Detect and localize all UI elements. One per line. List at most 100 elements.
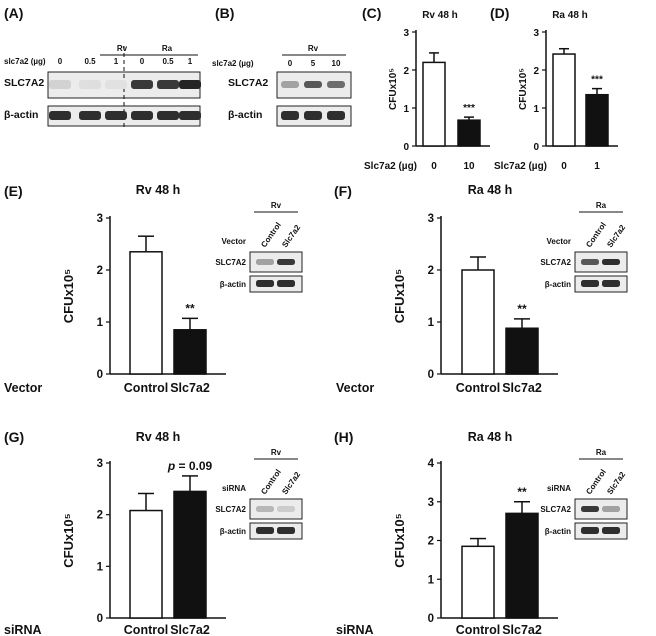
panel-b-slc-band	[327, 81, 345, 88]
e-blot-row-actin: β-actin	[220, 280, 246, 289]
f-blot-actin-band	[602, 280, 620, 287]
f-blot-slc-membrane	[574, 251, 628, 273]
f-y-tick-label: 1	[428, 317, 435, 329]
f-bar-control	[461, 269, 495, 375]
e-bar-control	[129, 251, 163, 375]
f-blot-actin-band	[581, 280, 599, 287]
c-category-label: 0	[431, 161, 437, 172]
e-blot-slc-membrane	[249, 251, 303, 273]
panel-h-chart: (H) Ra 48 h 0 1 2 3 4 CFUx10⁵ Control ** Slc7a2 siR…	[334, 429, 558, 636]
e-y-tick-label: 1	[97, 317, 104, 329]
g-bar-control	[129, 509, 163, 619]
g-blot-row-label: siRNA	[222, 484, 246, 493]
panel-a-dose-1: 0	[58, 57, 63, 66]
e-y-axis-label: CFUx10⁵	[61, 269, 76, 324]
h-blot-row-actin: β-actin	[545, 527, 571, 536]
h-y-axis-label: CFUx10⁵	[392, 513, 407, 568]
panel-a-slc-band	[179, 80, 201, 89]
d-bar-1	[585, 93, 609, 147]
d-y-tick-label: 3	[533, 28, 539, 39]
panel-a-actin-band	[79, 111, 101, 120]
h-y-tick-label: 2	[428, 536, 434, 548]
panel-a-row-actin: β-actin	[4, 109, 38, 121]
h-blot-slc-band	[602, 506, 620, 512]
e-blot-actin-band	[256, 280, 274, 287]
h-blot-row-slc7a2: SLC7A2	[540, 505, 571, 514]
e-blot-col-label: Slc7a2	[280, 223, 302, 249]
e-category-label: Slc7a2	[170, 381, 210, 395]
panel-b-slc-band	[304, 81, 322, 88]
e-significance-label: **	[185, 301, 195, 315]
h-blot-group: Ra	[596, 448, 607, 457]
c-panel-label: (C)	[362, 5, 381, 21]
h-blot-col-label: Slc7a2	[605, 470, 627, 496]
panel-b-actin-band	[281, 111, 299, 120]
h-blot-slc-membrane	[574, 498, 628, 520]
panel-a-dose-3: 1	[114, 57, 119, 66]
panel-b-dose-3: 10	[332, 59, 341, 68]
f-y-tick-label: 3	[428, 213, 434, 225]
g-y-tick-label: 1	[97, 561, 104, 573]
panel-b-bands	[281, 81, 345, 120]
e-chart-title: Rv 48 h	[136, 183, 180, 197]
panel-a-group-rv: Rv	[117, 44, 128, 53]
h-bar-control	[461, 545, 495, 619]
g-significance-label: p = 0.09	[167, 459, 213, 473]
g-blot-actin-band	[277, 527, 295, 534]
g-category-label: Control	[124, 623, 168, 636]
d-y-tick-label: 0	[533, 142, 539, 153]
d-category-label: 0	[561, 161, 567, 172]
panel-b-dose-label: slc7a2 (µg)	[212, 59, 254, 68]
panel-a-actin-band	[157, 111, 179, 120]
d-category-label: 1	[594, 161, 600, 172]
g-blot-row-actin: β-actin	[220, 527, 246, 536]
h-y-tick-label: 3	[428, 497, 434, 509]
h-y-tick-label: 1	[428, 574, 435, 586]
c-category-label: 10	[463, 161, 475, 172]
panel-a-blot: (A) Rv Ra slc7a2 (µg) 0 0.5 1 0 0.5 1 SL…	[4, 5, 201, 130]
g-blot-col-label: Control	[259, 468, 283, 496]
d-y-tick-label: 1	[533, 104, 539, 115]
panel-b-group-rv: Rv	[308, 44, 319, 53]
panel-a-dose-5: 0.5	[162, 57, 174, 66]
panel-b-actin-band	[304, 111, 322, 120]
e-x-axis-label: Vector	[4, 381, 42, 395]
e-y-tick-label: 2	[97, 265, 103, 277]
g-bar-slc7a2	[173, 490, 207, 619]
f-significance-label: **	[517, 302, 527, 316]
e-blot-slc-band	[256, 259, 274, 265]
c-y-tick-label: 1	[403, 104, 409, 115]
panel-a-dose-4: 0	[140, 57, 145, 66]
e-y-tick-label: 3	[97, 213, 103, 225]
panel-a-slc-band	[105, 80, 127, 89]
h-category-label: Control	[456, 623, 500, 636]
h-bar-slc7a2	[505, 512, 539, 619]
panel-a-slc-band	[79, 80, 101, 89]
c-x-axis-label: Slc7a2 (µg)	[364, 161, 417, 172]
g-panel-label: (G)	[4, 429, 24, 445]
f-blot-row-slc7a2: SLC7A2	[540, 258, 571, 267]
panel-a-slc-band	[157, 80, 179, 89]
e-category-label: Control	[124, 381, 168, 395]
f-blot-row-label: Vector	[547, 237, 571, 246]
g-blot-slc-band	[277, 506, 295, 512]
h-y-tick-label: 0	[428, 613, 434, 625]
panel-a-bands	[49, 80, 201, 120]
panel-a-dose-6: 1	[188, 57, 193, 66]
g-chart-title: Rv 48 h	[136, 430, 180, 444]
g-blot-slc-band	[256, 506, 274, 512]
c-bar-0	[422, 61, 446, 147]
f-blot-col-label: Slc7a2	[605, 223, 627, 249]
g-category-label: Slc7a2	[170, 623, 210, 636]
panel-b-dose-1: 0	[288, 59, 293, 68]
e-blot-col-label: Control	[259, 221, 283, 249]
e-blot-slc-band	[277, 259, 295, 265]
panel-b-dose-2: 5	[311, 59, 316, 68]
d-chart-title: Ra 48 h	[552, 10, 588, 21]
d-y-axis-label: CFUx10⁵	[518, 68, 529, 110]
c-y-axis-label: CFUx10⁵	[388, 68, 399, 110]
h-blot-col-label: Control	[584, 468, 608, 496]
f-chart-title: Ra 48 h	[468, 183, 512, 197]
panel-b-row-actin: β-actin	[228, 109, 262, 121]
